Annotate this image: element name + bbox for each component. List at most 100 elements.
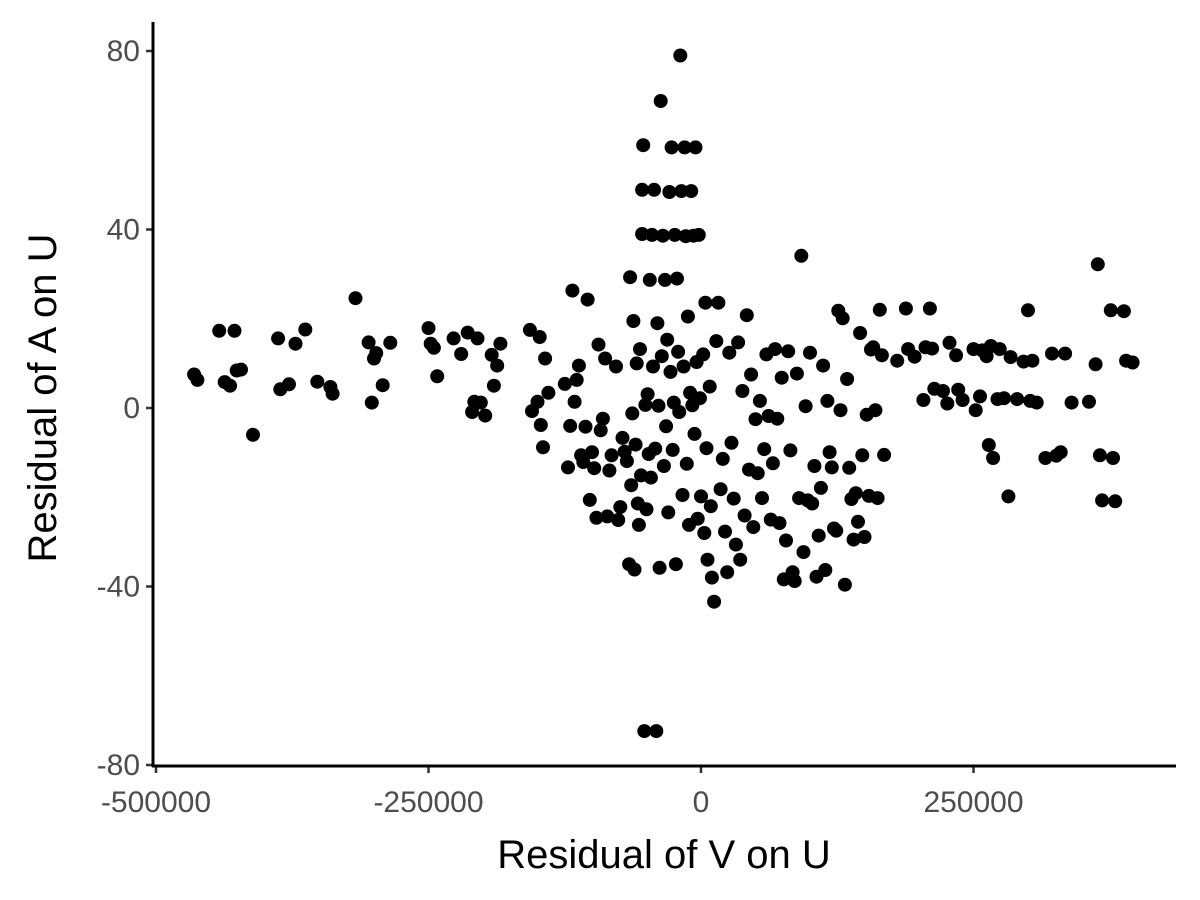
data-point (707, 594, 722, 609)
data-point (750, 466, 765, 481)
data-point (1001, 489, 1016, 504)
data-point (602, 463, 617, 478)
data-point (813, 480, 828, 495)
data-point (789, 366, 804, 381)
data-point (949, 348, 964, 363)
data-point (877, 447, 892, 462)
data-point (772, 516, 787, 531)
data-point (288, 336, 303, 351)
data-point (874, 348, 889, 363)
data-point (635, 182, 650, 197)
data-point (653, 94, 668, 108)
data-point (679, 456, 694, 471)
data-point (697, 526, 712, 540)
data-point (364, 395, 379, 410)
data-point (454, 347, 469, 361)
data-point (857, 530, 872, 544)
data-point (870, 491, 885, 506)
data-point (748, 412, 763, 427)
data-point (755, 491, 769, 506)
data-point (715, 451, 730, 466)
data-point (589, 510, 604, 525)
data-point (282, 377, 296, 392)
data-point (1025, 353, 1040, 368)
data-point (724, 435, 739, 450)
data-point (593, 423, 608, 438)
data-point (820, 393, 835, 408)
data-point (699, 441, 714, 456)
data-point (968, 403, 983, 418)
data-point (623, 270, 638, 285)
data-point (1021, 303, 1035, 318)
data-point (955, 393, 970, 407)
data-point (898, 301, 913, 316)
data-point (829, 523, 844, 538)
data-point (649, 724, 664, 739)
data-point (692, 391, 707, 406)
data-point (651, 398, 666, 413)
data-point (840, 372, 855, 386)
data-point (557, 376, 572, 391)
data-point (1029, 395, 1044, 410)
data-point (684, 184, 699, 199)
data-point (1064, 395, 1079, 410)
data-point (190, 372, 205, 387)
data-point (872, 302, 887, 317)
data-point (855, 448, 870, 463)
data-point (916, 393, 931, 407)
x-axis-ticks: -500000 -250000 0 250000 (101, 766, 1024, 819)
data-point (779, 533, 793, 548)
data-point (986, 451, 1001, 465)
data-point (1010, 392, 1025, 407)
data-point (375, 378, 390, 393)
data-point (627, 562, 642, 577)
data-point (803, 345, 817, 360)
data-point (709, 334, 724, 349)
data-point (571, 358, 586, 373)
data-point (595, 411, 610, 426)
data-point (837, 577, 852, 592)
data-point (538, 351, 553, 366)
data-point (1058, 346, 1073, 361)
data-point (660, 332, 675, 347)
data-point (383, 335, 398, 350)
data-point (768, 342, 783, 357)
data-point (746, 520, 761, 535)
data-point (629, 356, 644, 371)
data-point (718, 524, 732, 539)
data-point (846, 532, 861, 547)
data-point (680, 309, 695, 324)
data-point (628, 437, 643, 452)
data-point (493, 336, 508, 351)
data-point (1003, 350, 1018, 365)
data-point (490, 358, 505, 373)
data-point (739, 308, 754, 323)
data-point (576, 455, 591, 469)
data-point (662, 185, 677, 199)
data-point (582, 492, 597, 507)
data-point (369, 346, 384, 361)
data-point (770, 411, 785, 426)
data-point (647, 182, 662, 197)
data-point (1088, 357, 1103, 372)
data-point (675, 488, 690, 502)
data-point (672, 405, 687, 419)
data-point (942, 335, 957, 350)
data-point (698, 295, 713, 310)
data-point (868, 403, 883, 418)
data-point (298, 322, 313, 337)
data-point (652, 560, 667, 575)
data-point (478, 408, 493, 423)
data-point (532, 330, 547, 344)
data-point (561, 460, 575, 475)
data-point (587, 461, 602, 476)
data-point (731, 335, 746, 350)
data-point (637, 724, 652, 739)
data-point (688, 140, 703, 155)
data-point (922, 301, 937, 316)
data-point (733, 552, 748, 567)
data-point (997, 391, 1011, 406)
data-point (541, 385, 556, 400)
data-point (1045, 346, 1059, 361)
data-point (246, 427, 260, 442)
